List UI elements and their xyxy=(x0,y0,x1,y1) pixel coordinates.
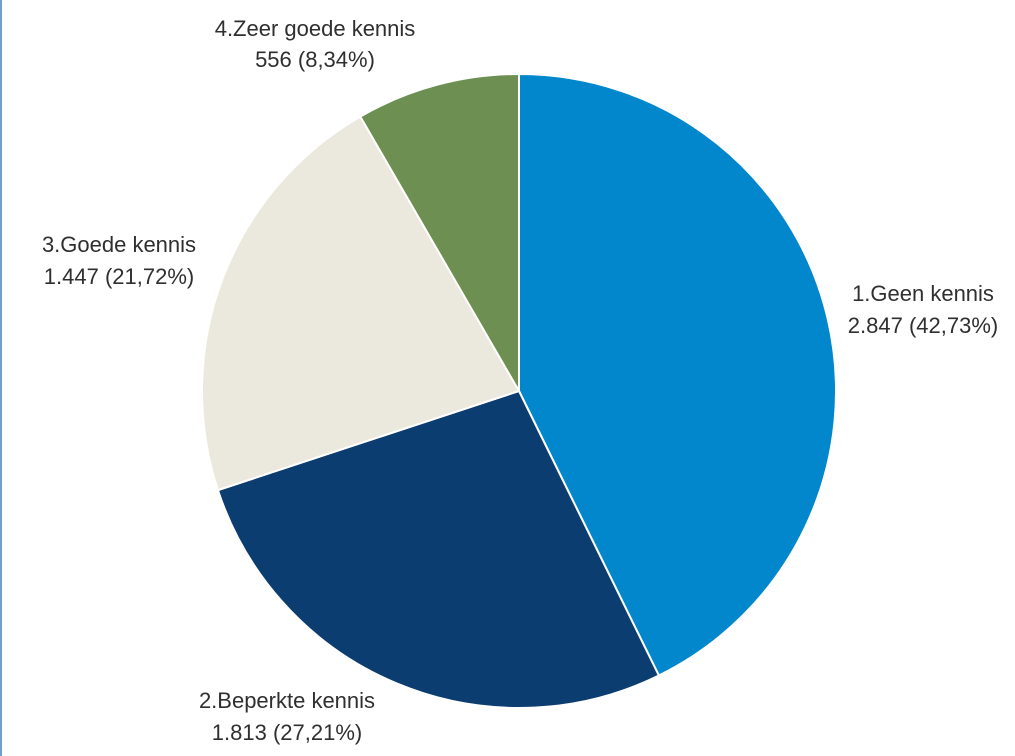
pie-slice-zeer-goede-kennis xyxy=(359,73,520,392)
slice-value-geen-kennis: 2.847 (42,73%) xyxy=(848,313,998,338)
slice-label-geen-kennis: 1.Geen kennis xyxy=(852,281,994,306)
slice-label-goede-kennis: 3.Goede kennis xyxy=(42,232,196,257)
pie-slice-beperkte-kennis xyxy=(216,390,660,709)
pie-slice-geen-kennis xyxy=(518,73,838,677)
pie-slice-goede-kennis xyxy=(201,115,520,492)
pie-slices xyxy=(201,73,838,709)
slice-label-beperkte-kennis: 2.Beperkte kennis xyxy=(199,688,375,713)
slice-value-goede-kennis: 1.447 (21,72%) xyxy=(44,264,194,289)
slice-label-zeer-goede-kennis: 4.Zeer goede kennis xyxy=(215,16,416,41)
slice-value-beperkte-kennis: 1.813 (27,21%) xyxy=(212,720,362,745)
slice-value-zeer-goede-kennis: 556 (8,34%) xyxy=(255,47,375,72)
